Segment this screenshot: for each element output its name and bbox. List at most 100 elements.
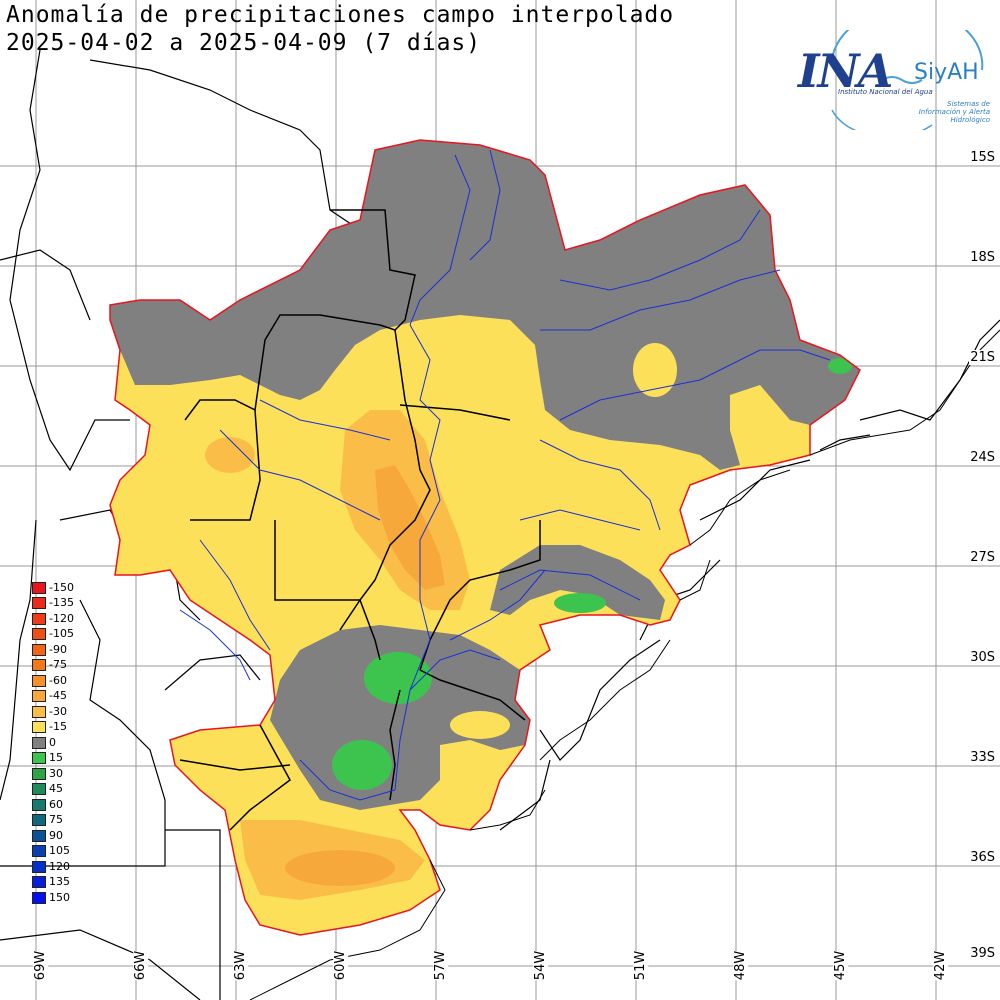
legend-swatch (32, 783, 46, 796)
lon-label: 45W (833, 950, 849, 981)
legend-label: 75 (49, 813, 63, 827)
logo-arc-icon (831, 30, 984, 130)
legend-label: -75 (49, 658, 67, 672)
lat-label: 39S (969, 946, 996, 961)
legend-label: -135 (49, 596, 74, 610)
legend-label: 90 (49, 828, 63, 842)
legend-label: -105 (49, 627, 74, 641)
legend-entry: 15 (32, 751, 74, 767)
legend-swatch (32, 628, 46, 641)
legend-entry: -120 (32, 611, 74, 627)
logo-institute-text: Instituto Nacional del Agua (838, 88, 933, 96)
legend-swatch (32, 829, 46, 842)
legend-swatch (32, 643, 46, 656)
lon-label: 69W (33, 950, 49, 981)
anomaly-spot-minus15-south (450, 711, 510, 739)
lon-label: 42W (933, 950, 949, 981)
legend-entry: 45 (32, 782, 74, 798)
lon-label: 63W (233, 950, 249, 981)
lat-label: 36S (969, 850, 996, 865)
legend-swatch (32, 612, 46, 625)
legend-swatch (32, 752, 46, 765)
lat-label: 30S (969, 650, 996, 665)
legend-entry: -45 (32, 689, 74, 705)
logo-siyah-text: SiyAH (914, 60, 979, 85)
legend-label: -60 (49, 673, 67, 687)
anomaly-region-zero-north (110, 140, 860, 470)
map-title: Anomalía de precipitaciones campo interp… (6, 2, 675, 28)
legend-entry: -30 (32, 704, 74, 720)
legend-label: 120 (49, 859, 70, 873)
anomaly-region-minus45-central (375, 465, 445, 590)
lat-label: 27S (969, 550, 996, 565)
legend-swatch (32, 705, 46, 718)
anomaly-region-zero-central (490, 545, 665, 620)
legend-label: -30 (49, 704, 67, 718)
legend-entry: 0 (32, 735, 74, 751)
coastline (249, 329, 1000, 1000)
legend-label: 135 (49, 875, 70, 889)
legend-entry: -135 (32, 596, 74, 612)
legend-label: -15 (49, 720, 67, 734)
legend-swatch (32, 891, 46, 904)
legend-entry: 120 (32, 859, 74, 875)
legend-label: 60 (49, 797, 63, 811)
legend-entry: 150 (32, 890, 74, 906)
lat-label: 33S (969, 750, 996, 765)
ina-siyah-logo: INA SiyAH Instituto Nacional del Agua Si… (792, 30, 992, 130)
legend-label: -45 (49, 689, 67, 703)
legend-entry: -150 (32, 580, 74, 596)
legend-swatch (32, 845, 46, 858)
legend-entry: -15 (32, 720, 74, 736)
color-legend: -150 -135 -120 -105 -90 -75 -60 -45 -30 -15 0 15 30 4… (32, 580, 74, 906)
legend-entry: -105 (32, 627, 74, 643)
lon-label: 54W (533, 950, 549, 981)
legend-entry: 135 (32, 875, 74, 891)
legend-label: -150 (49, 580, 74, 594)
legend-entry: 105 (32, 844, 74, 860)
basin-outline (109, 139, 861, 936)
lon-label: 51W (633, 950, 649, 981)
lon-label: 60W (333, 950, 349, 981)
legend-swatch (32, 690, 46, 703)
legend-swatch (32, 736, 46, 749)
legend-label: 45 (49, 782, 63, 796)
legend-label: -90 (49, 642, 67, 656)
legend-label: -120 (49, 611, 74, 625)
map-date-range: 2025-04-02 a 2025-04-09 (7 días) (6, 30, 482, 56)
lon-label: 57W (433, 950, 449, 981)
legend-label: 15 (49, 751, 63, 765)
legend-swatch (32, 767, 46, 780)
legend-swatch (32, 721, 46, 734)
rivers (179, 149, 831, 801)
legend-swatch (32, 597, 46, 610)
anomaly-spot-minus45-south (285, 850, 395, 886)
anomaly-spot-plus15-c (554, 593, 606, 613)
lat-label: 15S (969, 150, 996, 165)
lat-label: 24S (969, 450, 996, 465)
legend-entry: -75 (32, 658, 74, 674)
legend-swatch (32, 860, 46, 873)
legend-entry: 75 (32, 813, 74, 829)
lon-label: 48W (733, 950, 749, 981)
anomaly-spot-plus15-d (828, 358, 852, 374)
legend-entry: 90 (32, 828, 74, 844)
logo-ina-text: INA (798, 44, 893, 98)
legend-swatch (32, 674, 46, 687)
legend-entry: -60 (32, 673, 74, 689)
legend-swatch (32, 581, 46, 594)
legend-label: 150 (49, 890, 70, 904)
anomaly-spot-minus30-west (205, 437, 255, 473)
anomaly-spot-plus15-b (332, 740, 392, 790)
lon-label: 66W (133, 950, 149, 981)
legend-label: 105 (49, 844, 70, 858)
legend-entry: -90 (32, 642, 74, 658)
anomaly-spot-plus15-a (364, 652, 432, 704)
lat-label: 18S (969, 250, 996, 265)
legend-swatch (32, 659, 46, 672)
logo-subtitle-text: Sistemas de Información y Alerta Hidroló… (918, 100, 990, 124)
anomaly-spot-minus15-21s (633, 343, 677, 397)
legend-label: 0 (49, 735, 56, 749)
legend-entry: 60 (32, 797, 74, 813)
